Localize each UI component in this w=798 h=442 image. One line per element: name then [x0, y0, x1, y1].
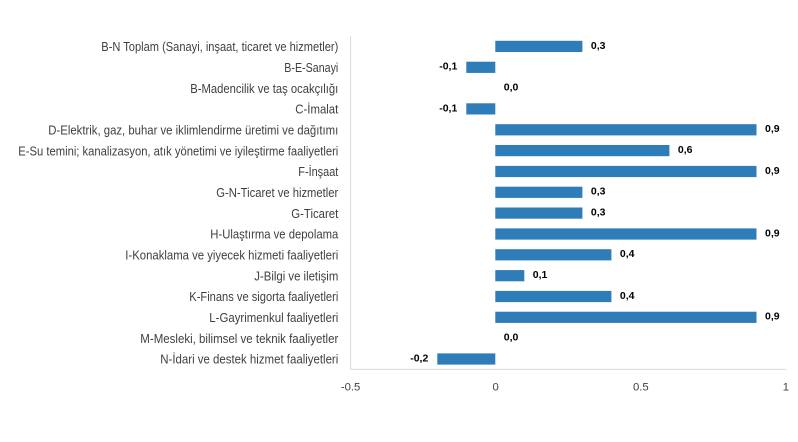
svg-text:B-E-Sanayi: B-E-Sanayi: [284, 60, 338, 75]
svg-text:0,4: 0,4: [620, 290, 635, 302]
svg-text:0,9: 0,9: [765, 165, 780, 177]
svg-text:0,3: 0,3: [591, 207, 606, 219]
svg-text:1: 1: [783, 381, 789, 393]
svg-text:N-İdari ve destek hizmet faali: N-İdari ve destek hizmet faaliyetleri: [160, 352, 338, 367]
svg-text:C-İmalat: C-İmalat: [295, 102, 338, 117]
svg-text:L-Gayrimenkul faaliyetleri: L-Gayrimenkul faaliyetleri: [209, 310, 338, 325]
svg-text:0.5: 0.5: [633, 381, 649, 393]
svg-text:-0,1: -0,1: [439, 102, 457, 114]
svg-text:J-Bilgi ve iletişim: J-Bilgi ve iletişim: [254, 268, 338, 283]
svg-text:I-Konaklama ve yiyecek hizmeti: I-Konaklama ve yiyecek hizmeti faaliyetl…: [125, 248, 338, 263]
svg-text:F-İnşaat: F-İnşaat: [298, 164, 338, 179]
svg-text:B-N Toplam (Sanayi, inşaat, ti: B-N Toplam (Sanayi, inşaat, ticaret ve h…: [101, 39, 338, 54]
svg-text:G-N-Ticaret ve hizmetler: G-N-Ticaret ve hizmetler: [216, 185, 339, 200]
svg-text:M-Mesleki, bilimsel ve teknik: M-Mesleki, bilimsel ve teknik faaliyetle…: [140, 331, 339, 346]
svg-text:K-Finans ve sigorta faaliyetle: K-Finans ve sigorta faaliyetleri: [189, 289, 338, 304]
svg-text:0,9: 0,9: [765, 227, 780, 239]
svg-text:0,0: 0,0: [504, 332, 519, 344]
svg-text:0,0: 0,0: [504, 82, 519, 94]
svg-text:0,9: 0,9: [765, 123, 780, 135]
svg-text:H-Ulaştırma ve depolama: H-Ulaştırma ve depolama: [210, 227, 339, 242]
svg-text:-0.5: -0.5: [341, 381, 360, 393]
svg-text:0,9: 0,9: [765, 311, 780, 323]
svg-text:E-Su temini; kanalizasyon, atı: E-Su temini; kanalizasyon, atık yönetimi…: [18, 143, 338, 158]
svg-text:G-Ticaret: G-Ticaret: [291, 206, 338, 221]
svg-text:-0,1: -0,1: [439, 61, 457, 73]
svg-text:0,6: 0,6: [678, 144, 693, 156]
svg-text:D-Elektrik, gaz, buhar ve ikli: D-Elektrik, gaz, buhar ve iklimlendirme …: [48, 123, 338, 138]
svg-text:0,1: 0,1: [533, 269, 548, 281]
svg-text:0,4: 0,4: [620, 248, 635, 260]
svg-text:0,3: 0,3: [591, 40, 606, 52]
svg-text:B-Madencilik ve taş ocakçılığı: B-Madencilik ve taş ocakçılığı: [190, 81, 338, 96]
svg-text:0,3: 0,3: [591, 186, 606, 198]
svg-text:0: 0: [493, 381, 499, 393]
svg-text:-0,2: -0,2: [410, 352, 428, 364]
